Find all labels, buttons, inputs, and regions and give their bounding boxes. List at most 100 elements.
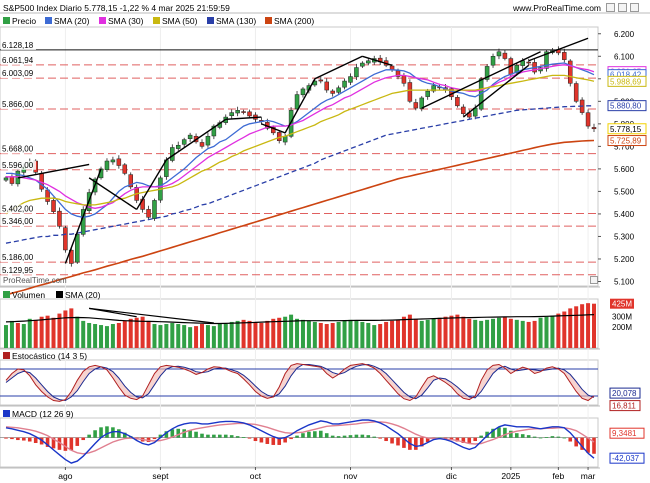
macd-histogram-bar bbox=[283, 437, 287, 443]
candle-body bbox=[9, 176, 15, 184]
legend-price-label: Precio bbox=[12, 16, 37, 26]
watermark: ProRealTime.com bbox=[3, 276, 67, 285]
volume-bar bbox=[69, 308, 74, 348]
candle-body bbox=[128, 174, 133, 188]
macd-histogram-bar bbox=[425, 437, 430, 443]
candle-body bbox=[205, 135, 211, 146]
volume-bar bbox=[122, 320, 127, 348]
volume-bar bbox=[253, 321, 258, 348]
macd-histogram-bar bbox=[491, 428, 495, 438]
legend-volume-sma-swatch bbox=[56, 291, 63, 298]
volume-bar bbox=[259, 322, 264, 348]
candle-body bbox=[342, 80, 347, 88]
macd-histogram-bar bbox=[532, 436, 537, 438]
legend-sma20-swatch bbox=[45, 17, 52, 24]
source-label[interactable]: www.ProRealTime.com bbox=[513, 3, 602, 13]
volume-bar bbox=[33, 319, 38, 348]
candle-body bbox=[146, 209, 151, 218]
volume-bar bbox=[336, 321, 341, 348]
candle-body bbox=[229, 112, 234, 117]
volume-bar bbox=[81, 320, 86, 348]
macd-histogram-bar bbox=[514, 433, 519, 438]
macd-histogram-bar bbox=[336, 436, 341, 438]
macd-histogram-bar bbox=[556, 436, 561, 438]
macd-histogram-bar bbox=[16, 437, 20, 441]
volume-bar bbox=[93, 324, 98, 348]
macd-histogram-bar bbox=[93, 430, 97, 438]
volume-tick-label: 200M bbox=[612, 323, 632, 332]
volume-bar bbox=[372, 325, 377, 348]
stochastic-k-line bbox=[5, 363, 595, 402]
macd-histogram-bar bbox=[45, 437, 50, 447]
x-tick-label: oct bbox=[250, 471, 262, 481]
level-label-background bbox=[1, 55, 36, 65]
legend-stochastic-label: Estocástico (14 3 5) bbox=[12, 351, 88, 361]
candle-body bbox=[526, 61, 531, 64]
close-button[interactable] bbox=[630, 3, 639, 12]
legend-macd: MACD (12 26 9) bbox=[3, 409, 73, 419]
macd-histogram-bar bbox=[443, 437, 448, 439]
macd-histogram-bar bbox=[509, 430, 513, 438]
level-label: 5.866,00 bbox=[2, 100, 34, 109]
level-label: 6.128,18 bbox=[2, 41, 34, 50]
volume-bar bbox=[437, 317, 442, 348]
volume-bar bbox=[265, 320, 270, 348]
volume-bar bbox=[586, 303, 591, 348]
price-panel bbox=[0, 26, 599, 287]
trend-line bbox=[421, 51, 541, 109]
macd-histogram-bar bbox=[182, 429, 186, 438]
trend-line bbox=[225, 116, 262, 121]
volume-bar bbox=[473, 319, 478, 348]
macd-histogram-bar bbox=[235, 436, 240, 438]
macd-histogram-bar bbox=[105, 426, 109, 438]
macd-histogram-bar bbox=[301, 433, 305, 438]
candle-body bbox=[187, 134, 193, 139]
volume-bar bbox=[152, 324, 157, 348]
candle-body bbox=[366, 60, 371, 64]
trend-line bbox=[64, 168, 102, 264]
macd-histogram-bar bbox=[10, 437, 14, 440]
macd-histogram-bar bbox=[550, 436, 555, 438]
legend-sma30-swatch bbox=[99, 17, 106, 24]
stochastic-value-label: 20,078 bbox=[612, 389, 637, 398]
volume-bar bbox=[390, 320, 395, 348]
trend-line bbox=[362, 55, 393, 66]
volume-bar bbox=[194, 326, 199, 348]
candle-body bbox=[490, 56, 496, 66]
macd-histogram-bar bbox=[194, 431, 198, 438]
volume-bar bbox=[449, 315, 454, 348]
legend-volume-sma: SMA (20) bbox=[56, 290, 100, 300]
chart-title: S&P500 Index Diario 5.778,15 -1,22 % 4 m… bbox=[3, 3, 230, 13]
macd-histogram-bar bbox=[330, 435, 335, 438]
macd-histogram-bar bbox=[366, 435, 371, 438]
candle-body bbox=[63, 227, 68, 251]
volume-bar bbox=[520, 320, 525, 348]
volume-trend-line bbox=[89, 307, 214, 324]
level-label: 5.402,00 bbox=[2, 204, 34, 213]
price-value-badge bbox=[607, 75, 647, 87]
volume-bar bbox=[419, 320, 424, 348]
volume-bar bbox=[229, 321, 234, 348]
macd-histogram-bar bbox=[51, 437, 56, 449]
x-tick-label: mar bbox=[581, 471, 596, 481]
legend-macd-swatch bbox=[3, 410, 10, 417]
price-value-badge bbox=[607, 123, 647, 135]
trend-line bbox=[528, 37, 589, 62]
macd-histogram-bar bbox=[206, 434, 210, 438]
volume-bar bbox=[425, 319, 430, 348]
trend-line bbox=[284, 78, 316, 134]
candle-body bbox=[211, 125, 217, 137]
price-value-label: 5.880,80 bbox=[610, 102, 642, 111]
minimize-button[interactable] bbox=[606, 3, 615, 12]
volume-last-badge bbox=[610, 298, 634, 309]
maximize-button[interactable] bbox=[618, 3, 627, 12]
stochastic-value-badge bbox=[609, 387, 641, 399]
candle-body bbox=[57, 210, 62, 227]
macd-histogram-bar bbox=[69, 437, 74, 451]
y-tick-label: 5.700 bbox=[614, 142, 635, 151]
candle-body bbox=[104, 160, 110, 170]
macd-histogram-bar bbox=[307, 431, 311, 438]
y-tick-label: 5.400 bbox=[614, 210, 635, 219]
info-icon[interactable] bbox=[590, 276, 598, 284]
candle-body bbox=[181, 139, 187, 145]
